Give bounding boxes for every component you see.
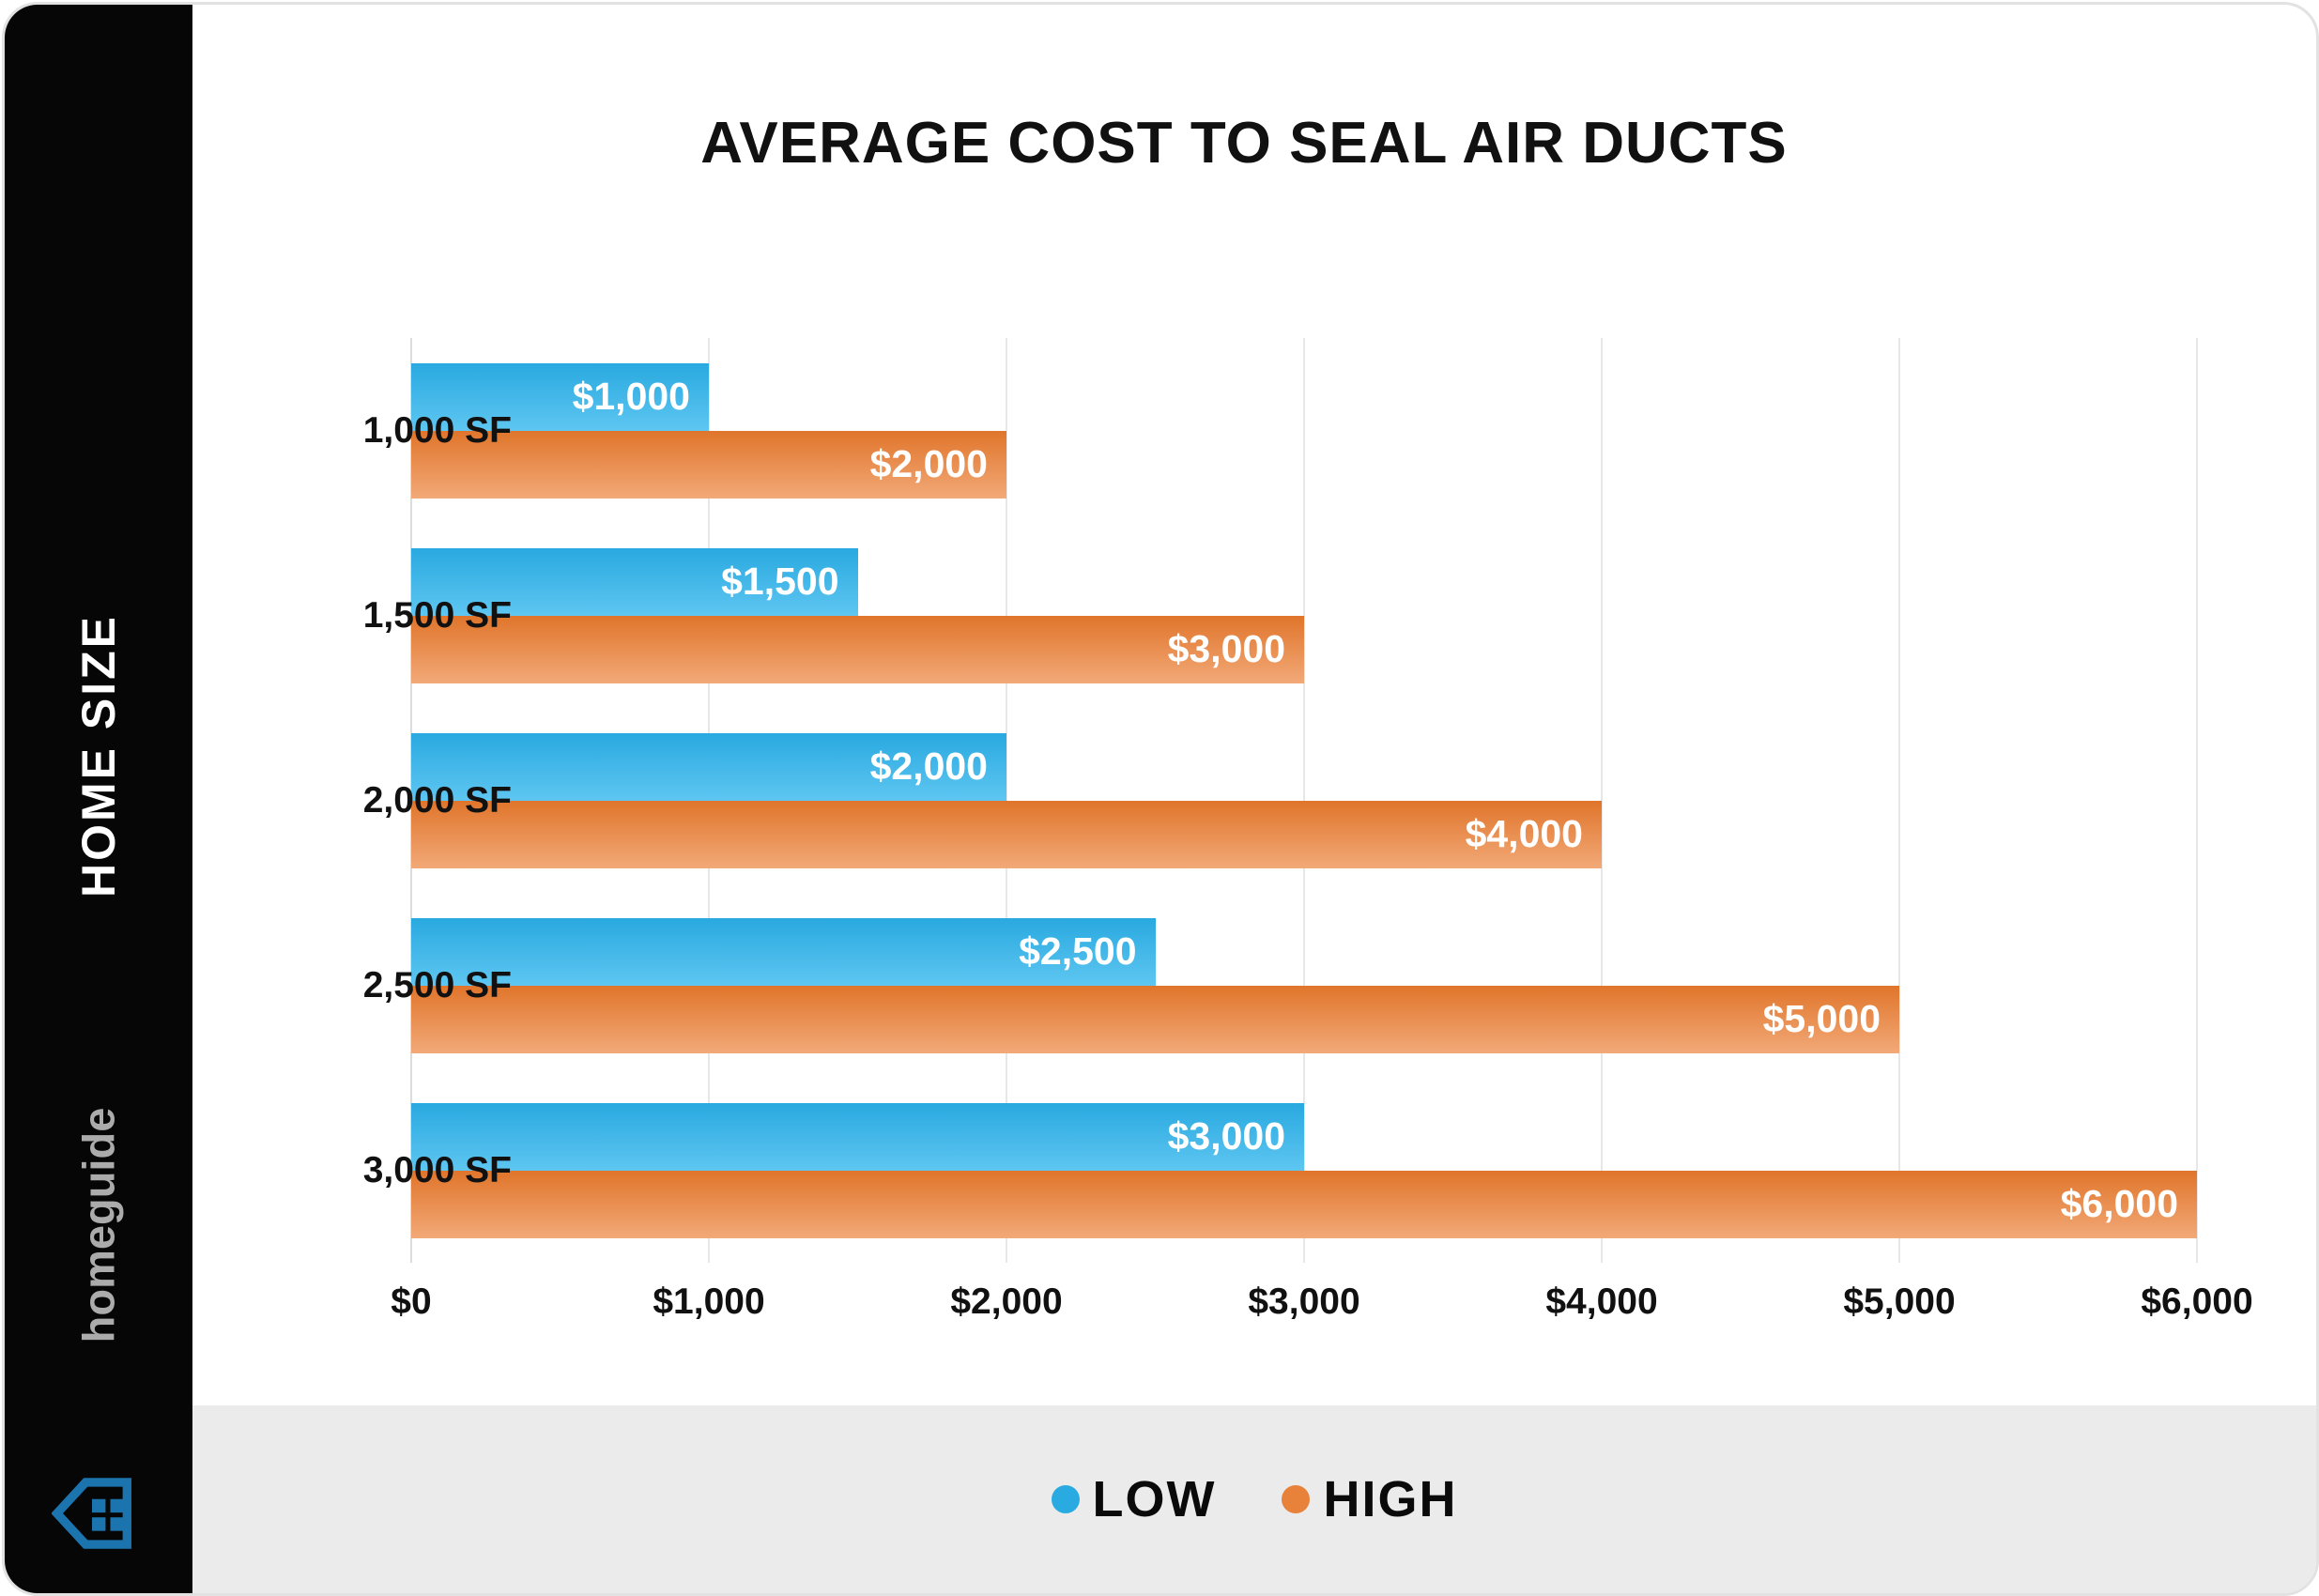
x-tick-label: $4,000: [1545, 1281, 1658, 1322]
high-bar: $3,000: [411, 615, 1304, 683]
category-label: 2,500 SF: [362, 964, 512, 1005]
bar-value-label: $1,500: [721, 560, 839, 603]
x-tick-label: $5,000: [1843, 1281, 1956, 1322]
sidebar: HOME SIZE homeguide: [5, 5, 192, 1593]
low-bar: $1,000: [411, 362, 709, 431]
category-label: 1,000 SF: [362, 409, 512, 451]
bar-value-label: $2,500: [1019, 929, 1137, 973]
bar-value-label: $3,000: [1167, 627, 1285, 670]
legend-label: LOW: [1092, 1471, 1217, 1527]
low-bar: $1,500: [411, 547, 858, 616]
x-tick-label: $1,000: [653, 1281, 765, 1322]
bar-group: $1,500 $3,000: [411, 523, 2197, 708]
bar-value-label: $4,000: [1465, 812, 1583, 855]
bar-group: $3,000 $6,000: [411, 1078, 2197, 1263]
category-label: 3,000 SF: [362, 1149, 512, 1190]
gridline: [1898, 338, 1900, 1263]
homeguide-house-logo-icon: [52, 1478, 131, 1549]
bar-value-label: $6,000: [2060, 1182, 2178, 1225]
low-bar: $3,000: [411, 1102, 1304, 1171]
brand-wordmark: homeguide: [73, 1107, 124, 1343]
legend-item-high: HIGH: [1282, 1470, 1457, 1528]
bar-value-label: $3,000: [1167, 1114, 1285, 1158]
chart-title: AVERAGE COST TO SEAL AIR DUCTS: [700, 111, 1788, 176]
high-bar: $2,000: [411, 430, 1006, 499]
bar-value-label: $2,000: [869, 744, 988, 788]
bar-value-label: $1,000: [572, 375, 690, 418]
legend: LOW HIGH: [192, 1405, 2316, 1593]
category-label: 1,500 SF: [362, 594, 512, 636]
legend-item-low: LOW: [1051, 1470, 1217, 1528]
low-bar: $2,500: [411, 917, 1156, 986]
bar-value-label: $2,000: [869, 442, 988, 485]
category-label: 2,000 SF: [362, 779, 512, 821]
x-tick-label: $6,000: [2141, 1281, 2253, 1322]
legend-high-dot-icon: [1282, 1485, 1311, 1513]
high-bar: $4,000: [411, 800, 1602, 868]
plot-area: $1,000 $2,000 $1,500 $3,000 $2,000 $4,000 $2,5…: [410, 338, 2198, 1263]
bar-value-label: $5,000: [1762, 997, 1881, 1040]
bar-group: $2,000 $4,000: [411, 708, 2197, 893]
gridline: [2196, 338, 2198, 1263]
x-tick-label: $2,000: [950, 1281, 1063, 1322]
y-axis-title: HOME SIZE: [72, 613, 125, 898]
high-bar: $6,000: [411, 1170, 2197, 1238]
gridline: [1600, 338, 1603, 1263]
legend-label: HIGH: [1323, 1471, 1458, 1527]
x-tick-label: $0: [391, 1281, 432, 1322]
bar-group: $1,000 $2,000: [411, 338, 2197, 523]
legend-low-dot-icon: [1051, 1485, 1080, 1513]
high-bar: $5,000: [411, 985, 1899, 1053]
x-tick-label: $3,000: [1248, 1281, 1360, 1322]
low-bar: $2,000: [411, 732, 1006, 801]
bar-group: $2,500 $5,000: [411, 893, 2197, 1078]
